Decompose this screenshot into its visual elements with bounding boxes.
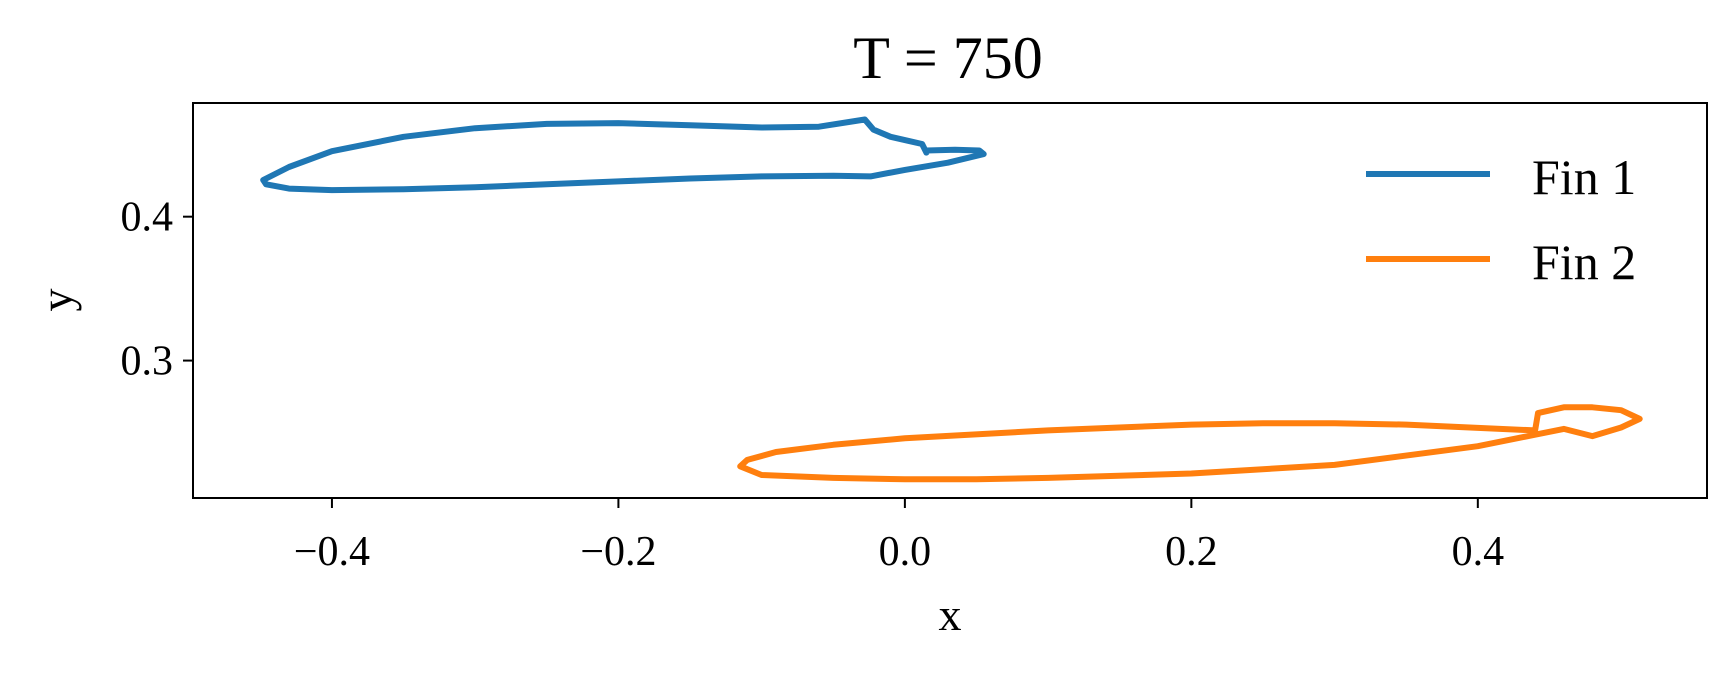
x-axis-ticks: −0.4 −0.2 0.0 0.2 0.4 xyxy=(294,498,1504,575)
legend: Fin 1 Fin 2 xyxy=(1366,149,1636,290)
series-layer xyxy=(260,116,1643,483)
y-axis-ticks: 0.3 0.4 xyxy=(121,195,193,385)
legend-label-fin-2: Fin 2 xyxy=(1532,234,1636,290)
series-line-fin-2 xyxy=(737,404,1643,483)
x-tick-label: 0.0 xyxy=(879,529,932,575)
chart-title: T = 750 xyxy=(853,25,1042,91)
x-axis-label: x xyxy=(939,589,962,640)
axes-frame xyxy=(192,102,1708,499)
y-axis-label: y xyxy=(31,289,82,312)
x-tick-label: −0.4 xyxy=(294,529,370,575)
x-tick-label: 0.4 xyxy=(1452,529,1505,575)
y-tick-label: 0.3 xyxy=(121,339,174,385)
y-tick-label: 0.4 xyxy=(121,195,174,241)
series-line-fin-1 xyxy=(260,116,987,194)
x-tick-label: 0.2 xyxy=(1165,529,1218,575)
x-tick-label: −0.2 xyxy=(580,529,656,575)
plot-area xyxy=(192,102,1708,499)
legend-label-fin-1: Fin 1 xyxy=(1532,149,1636,205)
